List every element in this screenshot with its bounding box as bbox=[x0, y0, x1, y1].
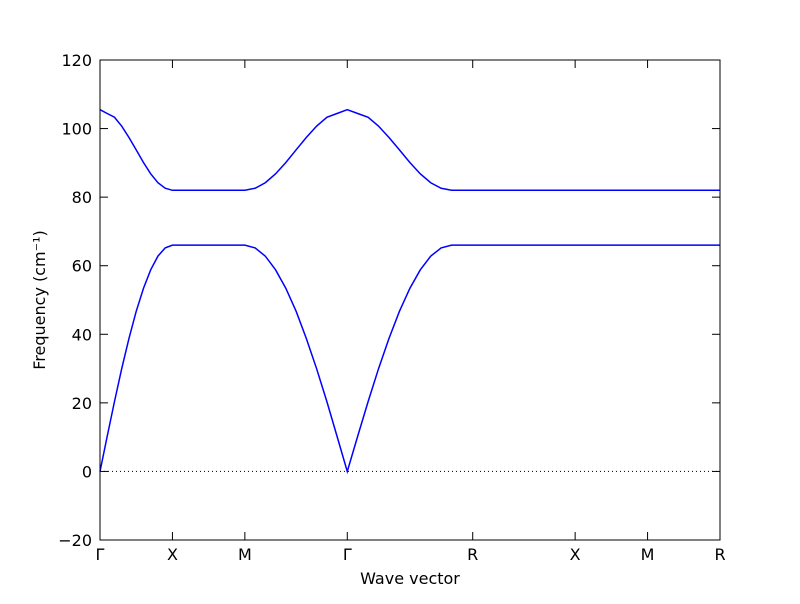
band-line bbox=[99, 244, 720, 475]
x-tick-label: R bbox=[467, 545, 478, 564]
x-tick-label: M bbox=[641, 545, 655, 564]
y-tick-label: 0 bbox=[82, 462, 92, 481]
band-line bbox=[99, 108, 720, 192]
plot-frame bbox=[99, 59, 721, 541]
x-tick-label: X bbox=[570, 545, 581, 564]
y-tick-label: 60 bbox=[72, 257, 92, 276]
x-tick-label: Γ bbox=[96, 545, 105, 564]
y-tick-label: 120 bbox=[61, 51, 92, 70]
y-tick-label: 100 bbox=[61, 120, 92, 139]
x-tick-label: M bbox=[238, 545, 252, 564]
x-tick-label: R bbox=[714, 545, 725, 564]
y-tick-label: 40 bbox=[72, 325, 92, 344]
x-axis-label: Wave vector bbox=[360, 569, 460, 588]
y-axis-label: Frequency (cm⁻¹) bbox=[30, 230, 49, 369]
x-tick-label: Γ bbox=[343, 545, 352, 564]
y-tick-label: −20 bbox=[58, 531, 92, 550]
y-tick-label: 20 bbox=[72, 394, 92, 413]
y-tick-label: 80 bbox=[72, 188, 92, 207]
x-tick-label: X bbox=[167, 545, 178, 564]
